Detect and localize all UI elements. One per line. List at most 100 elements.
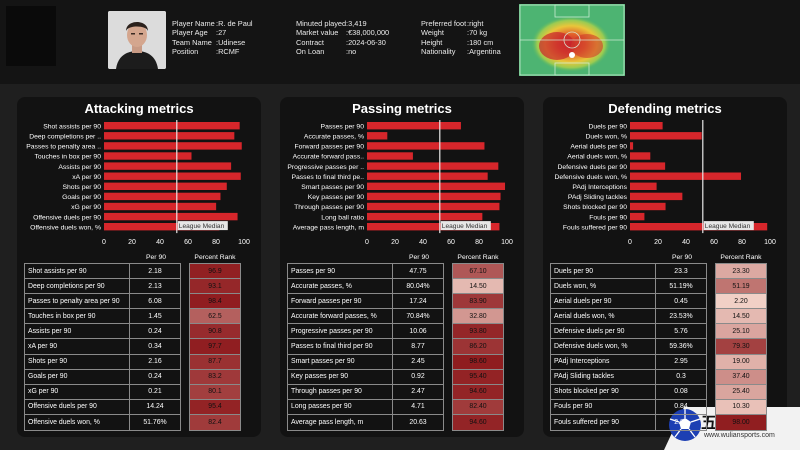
bar-label: Duels per 90 — [588, 123, 627, 130]
metric-name: Shots per 90 — [25, 354, 130, 369]
metric-name: Smart passes per 90 — [288, 354, 393, 369]
metric-per90: 6.08 — [148, 297, 162, 305]
player-info-row: On Loan: no — [296, 47, 389, 56]
metric-name: Offensive duels per 90 — [25, 399, 130, 414]
player-info-value: RCMF — [218, 46, 240, 56]
league-median-label: League Median — [442, 223, 488, 230]
metric-name: Progressive passes per 90 — [288, 324, 393, 339]
league-median-label: League Median — [179, 223, 225, 230]
player-info-key: Player Age — [172, 28, 208, 38]
bar-label: Touches in box per 90 — [34, 154, 101, 161]
table-row: Passes per 90 47.75 — [288, 264, 443, 280]
bar-label: Forward passes per 90 — [294, 144, 364, 151]
percent-rank-cell: 95.4 — [190, 399, 240, 415]
table-row: PAdj Sliding tackles 0.3 — [551, 369, 706, 385]
separator: : — [216, 46, 219, 56]
x-tick-label: 20 — [128, 239, 136, 246]
metric-name: xA per 90 — [25, 339, 130, 354]
x-tick-label: 80 — [212, 239, 220, 246]
table-header-per90: Per 90 — [408, 254, 430, 261]
player-info-row: Contract: 2024-06-30 — [296, 38, 389, 47]
metric-per90: 51.76% — [143, 418, 167, 426]
table-row: Forward passes per 90 17.24 — [288, 294, 443, 310]
metrics-table: Shot assists per 90 2.18 Deep completions … — [24, 263, 181, 432]
percent-rank-cell: 93.1 — [190, 279, 240, 295]
bar-label: Smart passes per 90 — [301, 184, 364, 191]
metric-per90: 4.71 — [411, 403, 425, 411]
x-tick-label: 20 — [391, 239, 399, 246]
bar-label: Long ball ratio — [321, 214, 364, 221]
player-heatmap — [519, 4, 625, 76]
bar-label: Aerial duels won, % — [567, 154, 627, 161]
player-info-row: Nationality: Argentina — [421, 47, 501, 56]
metric-per90: 17.24 — [409, 297, 427, 305]
percent-rank-cell: 87.7 — [190, 354, 240, 370]
percent-rank-cell: 19.00 — [716, 354, 766, 370]
bar — [104, 223, 220, 231]
x-tick-label: 40 — [419, 239, 427, 246]
bar — [367, 132, 388, 140]
metric-name: PAdj Interceptions — [551, 354, 656, 369]
bar — [367, 172, 488, 180]
bar — [367, 142, 485, 150]
bar — [104, 132, 235, 140]
separator: : — [467, 19, 470, 28]
player-info-value: 27 — [218, 28, 227, 38]
metric-per90: 0.24 — [148, 327, 162, 335]
metric-per90: 23.3 — [674, 267, 688, 275]
table-row: Assists per 90 0.24 — [25, 324, 180, 340]
table-row: xG per 90 0.21 — [25, 384, 180, 400]
player-info-value: right — [469, 19, 484, 28]
bar-chart: Passes per 90 Accurate passes, % Forward p… — [287, 120, 513, 246]
metric-name: Passes to penalty area per 90 — [25, 294, 130, 309]
table-header-per90: Per 90 — [145, 254, 167, 261]
percent-rank-cell: 67.10 — [453, 264, 503, 280]
player-info-column-2: Minuted played: 3,419 Market value: €38,0… — [296, 19, 389, 56]
metric-name: Deep completions per 90 — [25, 279, 130, 294]
player-info-key: Contract — [296, 37, 324, 47]
bar — [104, 192, 221, 201]
bar — [104, 162, 232, 170]
bar-label: Progressive passes per .. — [287, 164, 364, 171]
table-row: Offensive duels won, % 51.76% — [25, 414, 180, 431]
percent-rank-cell: 93.80 — [453, 324, 503, 340]
bar-label: xA per 90 — [72, 174, 101, 181]
metric-per90: 2.45 — [411, 358, 425, 366]
table-row: Deep completions per 90 2.13 — [25, 279, 180, 295]
table-row: Goals per 90 0.24 — [25, 369, 180, 385]
percent-rank-cell: 97.7 — [190, 339, 240, 355]
separator: : — [216, 37, 219, 47]
bar — [630, 202, 666, 211]
player-info-column-1: Player Name: R. de Paul Player Age: 27 Tea… — [172, 19, 253, 56]
separator: : — [467, 46, 470, 56]
bar — [104, 172, 241, 180]
x-tick-label: 20 — [654, 239, 662, 246]
table-row: Defensive duels won, % 59.36% — [551, 339, 706, 355]
bar-label: Shots per 90 — [62, 184, 101, 191]
percent-rank-cell: 80.1 — [190, 384, 240, 400]
metric-per90: 70.84% — [406, 312, 430, 320]
player-info-key: Nationality — [421, 46, 456, 56]
metric-per90: 2.13 — [148, 282, 162, 290]
bar — [367, 223, 500, 231]
card-title: Passing metrics — [352, 101, 452, 116]
metric-name: Passes to final third per 90 — [288, 339, 393, 354]
metric-per90: 10.06 — [409, 327, 427, 335]
bar — [367, 122, 461, 130]
bar — [630, 162, 666, 170]
bar-label: Aerial duels per 90 — [570, 144, 627, 151]
player-photo — [108, 11, 166, 69]
bar-label: PAdj Interceptions — [572, 184, 627, 191]
percent-rank-cell: 86.20 — [453, 339, 503, 355]
table-row: Touches in box per 90 1.45 — [25, 309, 180, 325]
bar — [104, 142, 242, 150]
metric-per90: 2.89 — [674, 418, 688, 426]
metric-name: PAdj Sliding tackles — [551, 369, 656, 384]
bar-label: Duels won, % — [585, 134, 627, 141]
table-row: xA per 90 0.34 — [25, 339, 180, 355]
table-header-rank: Percent Rank — [720, 254, 762, 261]
x-tick-label: 0 — [628, 239, 632, 246]
percent-rank-cell: 82.4 — [190, 414, 240, 431]
x-tick-label: 40 — [682, 239, 690, 246]
bar-chart: Shot assists per 90 Deep completions per … — [26, 120, 250, 246]
